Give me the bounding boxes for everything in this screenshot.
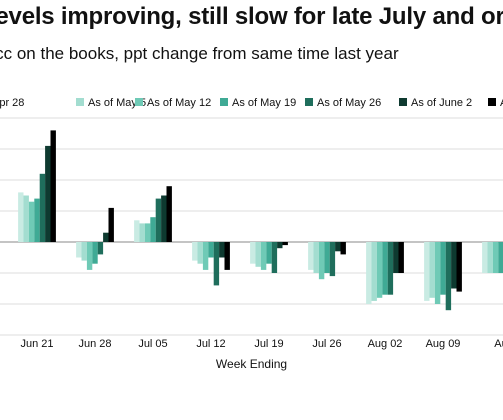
bar (34, 198, 40, 242)
legend-label: As of June 2 (411, 97, 472, 109)
bar (260, 242, 267, 270)
bar-chart: Apr 28 As of May 5As of May 12 As of May 1… (0, 97, 503, 350)
bar (340, 242, 346, 255)
legend-swatch (220, 98, 228, 106)
bar (86, 242, 93, 270)
bar (329, 242, 336, 277)
bar (376, 242, 383, 298)
x-tick-label: Jun 21 (20, 338, 53, 350)
bar (155, 198, 162, 242)
bar (255, 242, 261, 267)
bar (371, 242, 377, 301)
legend-label: As of May 5 (88, 97, 146, 109)
bar (424, 242, 430, 301)
bar (434, 242, 441, 304)
x-tick-label: Jul 26 (312, 338, 341, 350)
bar (45, 145, 51, 242)
legend-swatch (135, 98, 143, 106)
bar (161, 195, 167, 242)
bar (219, 242, 225, 258)
bar (366, 242, 372, 304)
bar (97, 242, 104, 255)
x-tick-label: Jul 12 (196, 338, 225, 350)
bar (451, 242, 457, 289)
bar (393, 242, 399, 273)
bar (197, 242, 203, 264)
bar (202, 242, 209, 270)
bar (492, 242, 499, 273)
bar (445, 242, 452, 311)
bar (382, 242, 388, 295)
bar (482, 242, 488, 273)
bar (387, 242, 394, 295)
legend-label: As of May 26 (317, 97, 381, 109)
bar (76, 242, 82, 258)
bar (192, 242, 198, 261)
bar (487, 242, 493, 273)
legend-label: As of May 12 (147, 97, 211, 109)
bar (318, 242, 325, 280)
bar (92, 242, 98, 264)
bar (134, 220, 140, 242)
bar (213, 242, 220, 286)
bar (271, 242, 278, 273)
chart-subtitle: ts, occ on the books, ppt change from sa… (0, 42, 503, 66)
bar (250, 242, 256, 264)
x-tick-label: Jul 05 (138, 338, 167, 350)
bar (28, 201, 35, 242)
bar (456, 242, 462, 292)
x-axis-title: Week Ending (215, 357, 288, 371)
bar (208, 242, 214, 258)
legend-swatch (488, 98, 496, 106)
chart-title: g levels improving, still slow for late … (0, 0, 503, 40)
bar (335, 242, 341, 252)
chart-title-text: g levels improving, still slow for late … (0, 3, 503, 30)
bar (282, 242, 288, 246)
bar (23, 195, 29, 242)
bar (144, 223, 151, 242)
bar (50, 130, 56, 242)
bar (224, 242, 230, 270)
bar (440, 242, 446, 295)
bar (398, 242, 404, 273)
x-tick-label: Jun 28 (78, 338, 111, 350)
legend-swatch (305, 98, 313, 106)
x-tick-label: Aug 09 (426, 338, 461, 350)
bar (39, 173, 46, 242)
bar (308, 242, 314, 270)
bar (103, 232, 109, 242)
bar (150, 217, 156, 242)
bar (277, 242, 283, 249)
legend-swatch (76, 98, 84, 106)
bar (313, 242, 319, 273)
bar (266, 242, 272, 264)
x-tick-label: Jul 19 (254, 338, 283, 350)
bar (108, 207, 114, 242)
legend-label: As (500, 97, 503, 109)
bar (324, 242, 330, 273)
bar (498, 242, 503, 273)
legend-label: As of May 19 (232, 97, 296, 109)
bar (18, 192, 24, 242)
bar (166, 186, 172, 242)
x-tick-label: Au (494, 338, 503, 350)
bar (139, 223, 145, 242)
chart-subtitle-text: ts, occ on the books, ppt change from sa… (0, 44, 399, 63)
bar (81, 242, 87, 261)
legend-label: Apr 28 (0, 97, 24, 109)
x-tick-label: Aug 02 (368, 338, 403, 350)
bar (429, 242, 435, 298)
legend-swatch (399, 98, 407, 106)
